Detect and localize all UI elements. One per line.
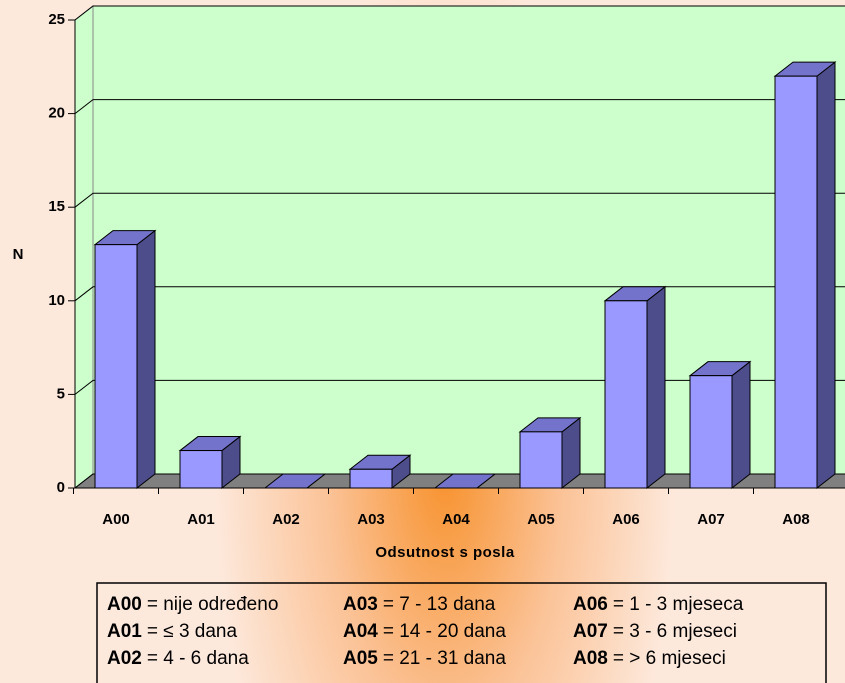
legend-code: A03 bbox=[343, 594, 378, 615]
bar-top bbox=[433, 473, 497, 489]
bar-front bbox=[604, 300, 648, 489]
legend-entry: A06 = 1 - 3 mjeseca bbox=[573, 594, 744, 615]
legend-code: A05 bbox=[343, 648, 378, 669]
legend-entry: A03 = 7 - 13 dana bbox=[343, 594, 496, 615]
legend-code: A06 bbox=[573, 594, 608, 615]
bar-side bbox=[646, 285, 666, 490]
legend-entry: A01 = ≤ 3 dana bbox=[107, 621, 237, 642]
y-axis-label: N bbox=[13, 246, 24, 263]
bar-side bbox=[731, 360, 751, 490]
bar-top bbox=[263, 473, 327, 489]
x-tick-label: A01 bbox=[187, 511, 215, 528]
legend-entry: A04 = 14 - 20 dana bbox=[343, 621, 506, 642]
legend-text: = nije određeno bbox=[147, 594, 279, 615]
x-tick-label: A06 bbox=[612, 511, 640, 528]
legend-entry: A00 = nije određeno bbox=[107, 594, 278, 615]
legend-code: A08 bbox=[573, 648, 608, 669]
bar bbox=[518, 416, 582, 490]
x-tick-label: A00 bbox=[102, 511, 130, 528]
bar bbox=[93, 229, 157, 490]
bar-front bbox=[689, 375, 733, 489]
bar bbox=[603, 285, 667, 490]
legend-entry: A08 = > 6 mjeseci bbox=[573, 648, 726, 669]
left-wall bbox=[74, 4, 94, 490]
y-tick-label: 25 bbox=[48, 11, 65, 28]
y-tick-label: 10 bbox=[48, 292, 65, 309]
y-tick-label: 0 bbox=[57, 479, 65, 496]
bar-front bbox=[179, 450, 223, 489]
legend-text: = 1 - 3 mjeseca bbox=[613, 594, 744, 615]
bar-front bbox=[519, 431, 563, 489]
bar-front bbox=[349, 468, 393, 489]
bar-side bbox=[136, 229, 156, 490]
legend-text: = ≤ 3 dana bbox=[147, 621, 238, 642]
grid-line bbox=[74, 99, 845, 114]
y-tick-label: 20 bbox=[48, 105, 65, 122]
x-tick-label: A04 bbox=[442, 511, 470, 528]
x-tick-label: A07 bbox=[697, 511, 725, 528]
legend-text: = > 6 mjeseci bbox=[613, 648, 726, 669]
legend-text: = 4 - 6 dana bbox=[147, 648, 249, 669]
bar-side bbox=[816, 61, 836, 490]
legend-entry: A05 = 21 - 31 dana bbox=[343, 648, 506, 669]
legend-entry: A07 = 3 - 6 mjeseci bbox=[573, 621, 737, 642]
y-tick-label: 15 bbox=[48, 198, 65, 215]
bar-front bbox=[774, 75, 818, 489]
grid-line bbox=[74, 286, 845, 302]
legend-text: = 3 - 6 mjeseci bbox=[613, 621, 737, 642]
x-axis-label: Odsutnost s posla bbox=[375, 544, 515, 561]
grid-line bbox=[74, 5, 845, 21]
bar bbox=[773, 61, 837, 490]
legend-box bbox=[96, 582, 827, 683]
grid-line bbox=[74, 192, 845, 208]
legend-text: = 21 - 31 dana bbox=[383, 648, 507, 669]
bar bbox=[178, 435, 242, 490]
bar-front bbox=[94, 244, 138, 489]
bar bbox=[688, 360, 752, 490]
x-tick-label: A08 bbox=[782, 511, 810, 528]
x-tick-label: A03 bbox=[357, 511, 385, 528]
bar bbox=[433, 473, 497, 489]
legend-code: A04 bbox=[343, 621, 378, 642]
bar bbox=[263, 473, 327, 489]
x-tick-label: A05 bbox=[527, 511, 555, 528]
legend-entry: A02 = 4 - 6 dana bbox=[107, 648, 249, 669]
legend-code: A07 bbox=[573, 621, 608, 642]
y-tick-label: 5 bbox=[57, 385, 65, 402]
legend-text: = 7 - 13 dana bbox=[383, 594, 496, 615]
legend-text: = 14 - 20 dana bbox=[383, 621, 507, 642]
legend-code: A02 bbox=[107, 648, 142, 669]
legend-code: A01 bbox=[107, 621, 142, 642]
legend-code: A00 bbox=[107, 594, 142, 615]
x-tick-label: A02 bbox=[272, 511, 300, 528]
bar bbox=[348, 454, 412, 490]
